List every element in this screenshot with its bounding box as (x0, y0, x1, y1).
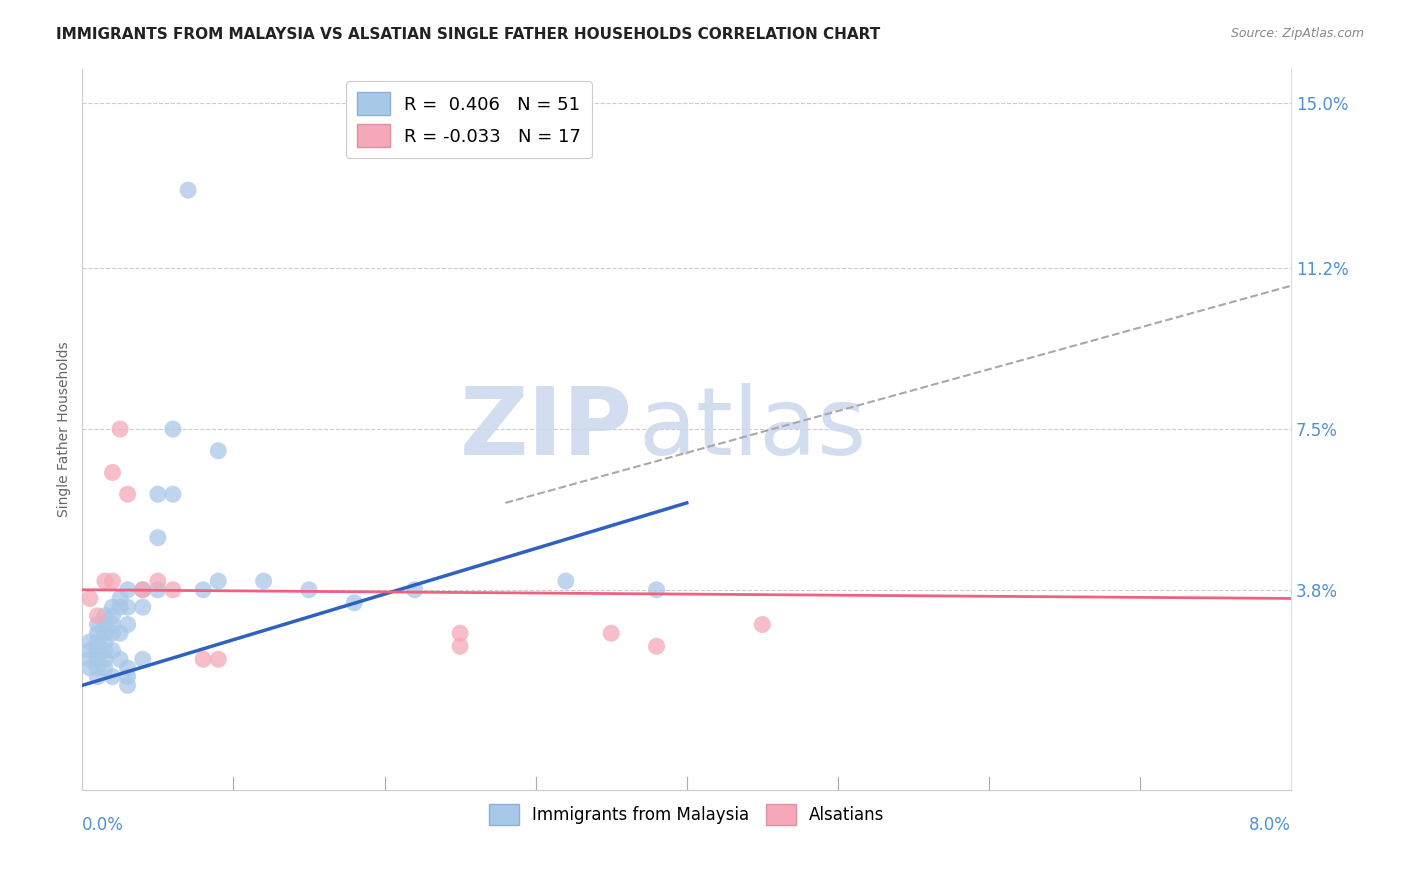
Point (207, 652, 229, 666)
Point (117, 617, 139, 632)
Point (146, 531, 169, 545)
Text: 0.0%: 0.0% (83, 815, 124, 834)
Point (101, 670, 124, 684)
Point (108, 600, 131, 615)
Point (108, 591, 131, 606)
Point (146, 574, 169, 588)
Point (117, 487, 139, 501)
Point (193, 582, 215, 597)
Point (117, 678, 139, 692)
Point (117, 582, 139, 597)
Point (162, 487, 184, 501)
Point (101, 600, 124, 615)
Point (117, 600, 139, 615)
Point (117, 661, 139, 675)
Point (253, 574, 276, 588)
Point (86, 643, 108, 657)
Point (86, 608, 108, 623)
Point (101, 574, 124, 588)
Point (86, 661, 108, 675)
Point (79, 591, 101, 606)
Point (108, 422, 131, 436)
Point (207, 443, 229, 458)
Point (162, 422, 184, 436)
Y-axis label: Single Father Households: Single Father Households (58, 342, 72, 516)
Point (101, 643, 124, 657)
Point (94, 626, 117, 640)
Point (404, 582, 426, 597)
Point (132, 582, 155, 597)
Text: Source: ZipAtlas.com: Source: ZipAtlas.com (1230, 27, 1364, 40)
Point (94, 608, 117, 623)
Point (94, 661, 117, 675)
Text: ZIP: ZIP (460, 383, 633, 475)
Point (86, 617, 108, 632)
Point (79, 635, 101, 649)
Point (132, 600, 155, 615)
Point (343, 596, 366, 610)
Point (94, 652, 117, 666)
Point (207, 574, 229, 588)
Point (146, 582, 169, 597)
Point (162, 582, 184, 597)
Text: 8.0%: 8.0% (1250, 815, 1291, 834)
Point (94, 617, 117, 632)
Point (108, 652, 131, 666)
Text: atlas: atlas (638, 383, 866, 475)
Point (86, 626, 108, 640)
Point (79, 643, 101, 657)
Point (132, 652, 155, 666)
Point (449, 639, 471, 653)
Point (600, 626, 623, 640)
Point (79, 652, 101, 666)
Point (101, 608, 124, 623)
Point (94, 635, 117, 649)
Point (193, 652, 215, 666)
Point (108, 626, 131, 640)
Point (177, 183, 200, 197)
Point (298, 582, 321, 597)
Point (86, 652, 108, 666)
Point (94, 574, 117, 588)
Point (101, 617, 124, 632)
Point (79, 661, 101, 675)
Point (146, 487, 169, 501)
Point (101, 466, 124, 480)
Point (101, 626, 124, 640)
Point (94, 643, 117, 657)
Point (554, 574, 576, 588)
Legend: Immigrants from Malaysia, Alsatians: Immigrants from Malaysia, Alsatians (482, 797, 891, 831)
Point (86, 670, 108, 684)
Point (449, 626, 471, 640)
Point (132, 582, 155, 597)
Text: IMMIGRANTS FROM MALAYSIA VS ALSATIAN SINGLE FATHER HOUSEHOLDS CORRELATION CHART: IMMIGRANTS FROM MALAYSIA VS ALSATIAN SIN… (56, 27, 880, 42)
Point (751, 617, 773, 632)
Point (645, 582, 668, 597)
Point (645, 639, 668, 653)
Point (86, 635, 108, 649)
Point (117, 670, 139, 684)
